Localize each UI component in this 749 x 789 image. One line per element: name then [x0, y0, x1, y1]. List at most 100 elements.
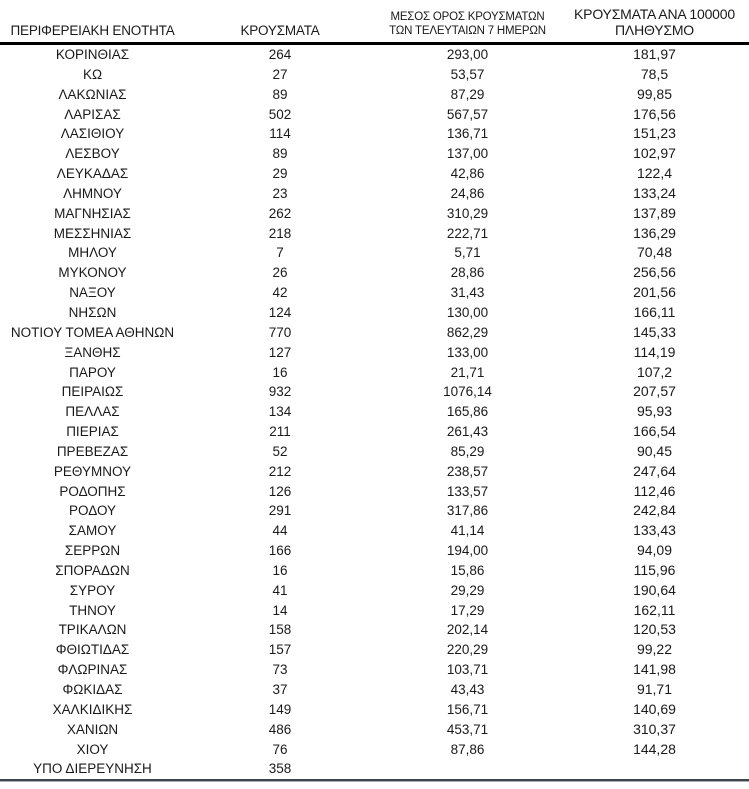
table-cell: 242,84	[633, 502, 676, 519]
table-cell: 99,85	[636, 85, 673, 102]
table-cell: ΧΙΟΥ	[76, 741, 109, 757]
table-cell: ΦΘΙΩΤΙΔΑΣ	[55, 642, 130, 658]
table-cell: ΜΑΓΝΗΣΙΑΣ	[54, 205, 131, 221]
table-cell: 291	[268, 503, 292, 519]
column-header-regional-unit: ΠΕΡΙΦΕΡΕΙΑΚΗ ΕΝΟΤΗΤΑ	[0, 0, 185, 45]
table-row: ΜΗΛΟΥ 7 5,71 70,48	[0, 243, 749, 263]
table-cell: 151,23	[633, 125, 676, 142]
table-cell: ΦΩΚΙΔΑΣ	[62, 682, 123, 697]
table-cell: 166,54	[633, 423, 676, 440]
table-cell: 264	[268, 47, 292, 62]
table-cell: ΣΠΟΡΑΔΩΝ	[55, 562, 130, 578]
table-cell: ΞΑΝΘΗΣ	[64, 344, 121, 360]
table-cell: 87,29	[450, 86, 485, 102]
table-cell: 247,64	[633, 462, 676, 479]
table-cell: 181,97	[633, 46, 676, 62]
table-cell: 91,71	[636, 681, 673, 697]
table-cell: 158	[268, 622, 292, 638]
table-bottom-border-light	[0, 781, 749, 783]
table-cell: 567,57	[446, 106, 489, 122]
table-cell: 145,33	[633, 323, 676, 340]
table-cell: 76	[272, 741, 288, 757]
table-row: ΦΘΙΩΤΙΔΑΣ 157 220,29 99,22	[0, 640, 749, 660]
table-cell: 190,64	[633, 581, 676, 598]
table-cell: ΥΠΟ ΔΙΕΡΕΥΝΗΣΗ	[33, 761, 152, 777]
table-cell: 124	[268, 304, 292, 320]
table-header: ΠΕΡΙΦΕΡΕΙΑΚΗ ΕΝΟΤΗΤΑ ΚΡΟΥΣΜΑΤΑ ΜΕΣΟΣ ΟΡΟ…	[0, 0, 749, 45]
table-cell: 15,86	[450, 562, 485, 578]
table-row: ΜΑΓΝΗΣΙΑΣ 262 310,29 137,89	[0, 204, 749, 224]
table-cell: 31,43	[450, 285, 485, 301]
table-row: ΜΕΣΣΗΝΙΑΣ 218 222,71 136,29	[0, 224, 749, 244]
table-cell: 862,29	[446, 324, 489, 340]
table-cell: 149	[268, 701, 292, 717]
table-cell: 137,00	[446, 146, 489, 162]
header-line: ΠΕΡΙΦΕΡΕΙΑΚΗ ΕΝΟΤΗΤΑ	[10, 23, 175, 38]
table-cell: 201,56	[633, 284, 676, 301]
table-cell: 262	[268, 205, 292, 221]
table-cell: ΠΙΕΡΙΑΣ	[66, 424, 119, 440]
table-cell: 222,71	[446, 225, 489, 241]
table-cell: 162,11	[633, 601, 676, 618]
table-cell: 310,29	[446, 205, 489, 221]
table-row: ΠΕΛΛΑΣ 134 165,86 95,93	[0, 402, 749, 422]
table-cell: ΠΡΕΒΕΖΑΣ	[56, 443, 129, 459]
table-cell: 238,57	[446, 463, 489, 479]
table-cell: 166,11	[633, 303, 676, 320]
table-cell: ΤΗΝΟΥ	[69, 602, 116, 618]
table-cell: 53,57	[450, 66, 485, 82]
table-cell: 27	[272, 66, 288, 82]
table-row: ΛΑΚΩΝΙΑΣ 89 87,29 99,85	[0, 85, 749, 105]
table-cell: 16	[272, 364, 288, 380]
table-cell: 256,56	[633, 264, 676, 281]
table-cell: 114,19	[633, 343, 676, 360]
table-cell: ΡΟΔΟΠΗΣ	[59, 483, 126, 499]
table-row: ΠΡΕΒΕΖΑΣ 52 85,29 90,45	[0, 442, 749, 462]
table-cell: 43,43	[450, 682, 485, 697]
table-cell: ΧΑΛΚΙΔΙΚΗΣ	[52, 701, 133, 717]
table-cell: 37	[272, 682, 288, 697]
table-cell: 14	[272, 602, 288, 618]
table-cell: 140,69	[633, 700, 676, 717]
table-cell: 87,86	[450, 741, 485, 757]
table-row: ΠΙΕΡΙΑΣ 211 261,43 166,54	[0, 422, 749, 442]
table-row: ΤΡΙΚΑΛΩΝ 158 202,14 120,53	[0, 620, 749, 640]
table-row: ΛΗΜΝΟΥ 23 24,86 133,24	[0, 184, 749, 204]
table-cell: 932	[268, 384, 292, 400]
table-cell: 7	[276, 245, 284, 261]
table-cell: 136,29	[633, 224, 676, 241]
table-cell: 90,45	[636, 442, 673, 459]
table-cell: 141,98	[633, 661, 676, 678]
table-cell: ΛΑΣΙΘΙΟΥ	[60, 126, 125, 142]
table-row: ΝΑΞΟΥ 42 31,43 201,56	[0, 283, 749, 303]
table-cell: 194,00	[446, 543, 489, 559]
table-cell: 103,71	[446, 662, 489, 678]
table-cell: 133,43	[633, 522, 676, 539]
table-cell: 5,71	[454, 245, 481, 261]
table-cell: 89	[272, 86, 288, 102]
table-cell: 165,86	[446, 404, 489, 420]
table-cell: 144,28	[633, 740, 676, 757]
table-cell: ΚΟΡΙΝΘΙΑΣ	[55, 47, 130, 62]
table-cell: ΛΑΚΩΝΙΑΣ	[58, 86, 127, 102]
column-header-cases: ΚΡΟΥΣΜΑΤΑ	[185, 0, 375, 45]
table-cell: 157	[268, 642, 292, 658]
table-cell: 102,97	[633, 145, 676, 162]
table-cell: 202,14	[446, 622, 489, 638]
table-row: ΛΑΣΙΘΙΟΥ 114 136,71 151,23	[0, 124, 749, 144]
table-cell: 137,89	[633, 204, 676, 221]
table-row: ΣΑΜΟΥ 44 41,14 133,43	[0, 521, 749, 541]
table-cell: ΠΑΡΟΥ	[69, 364, 116, 380]
table-cell: 29,29	[450, 582, 485, 598]
table-cell: 99,22	[636, 641, 673, 658]
table-cell: 107,2	[636, 363, 673, 380]
table-row: ΛΕΣΒΟΥ 89 137,00 102,97	[0, 144, 749, 164]
header-line: ΤΩΝ ΤΕΛΕΥΤΑΙΩΝ 7 ΗΜΕΡΩΝ	[389, 25, 546, 37]
table-cell: 207,57	[633, 383, 676, 400]
table-body: ΚΟΡΙΝΘΙΑΣ 264 293,00 181,97 ΚΩ 27 53,57 78,5 ΛΑΚ…	[0, 44, 749, 780]
table-cell: 770	[268, 324, 292, 340]
table-cell: 94,09	[636, 542, 673, 559]
table-cell: 310,37	[633, 720, 676, 737]
table-cell: 114	[269, 126, 291, 142]
